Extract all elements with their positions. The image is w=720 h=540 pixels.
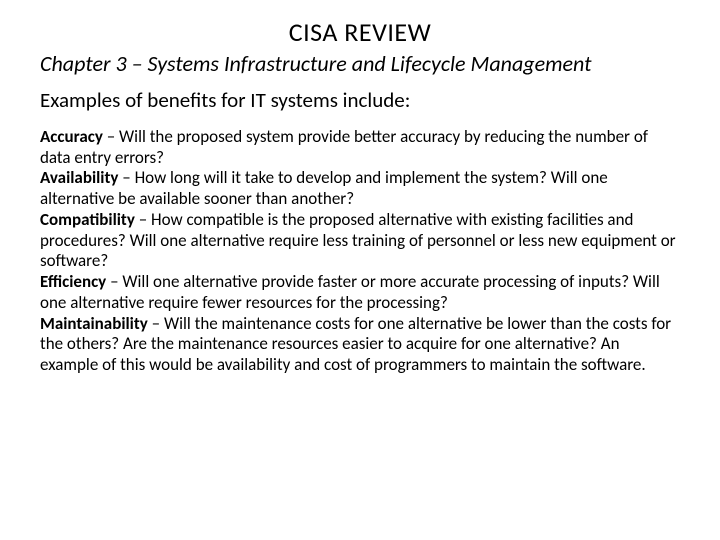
benefit-text: – How long will it take to develop and i… [40, 167, 608, 209]
benefits-body: Accuracy – Will the proposed system prov… [40, 127, 680, 376]
benefit-term: Efficiency [40, 271, 106, 292]
benefit-term: Availability [40, 167, 118, 188]
benefit-text: – Will one alternative provide faster or… [40, 271, 660, 313]
benefit-item: Efficiency – Will one alternative provid… [40, 272, 680, 313]
benefit-term: Maintainability [40, 313, 148, 334]
benefit-term: Accuracy [40, 126, 103, 147]
chapter-subtitle: Chapter 3 – Systems Infrastructure and L… [40, 50, 680, 77]
page-title: CISA REVIEW [40, 16, 680, 48]
benefit-item: Maintainability – Will the maintenance c… [40, 314, 680, 376]
benefit-item: Availability – How long will it take to … [40, 168, 680, 209]
benefit-text: – How compatible is the proposed alterna… [40, 209, 676, 271]
slide: CISA REVIEW Chapter 3 – Systems Infrastr… [0, 0, 720, 540]
benefit-text: – Will the proposed system provide bette… [40, 126, 648, 168]
benefit-item: Accuracy – Will the proposed system prov… [40, 127, 680, 168]
benefit-item: Compatibility – How compatible is the pr… [40, 210, 680, 272]
intro-text: Examples of benefits for IT systems incl… [40, 87, 680, 113]
benefit-term: Compatibility [40, 209, 135, 230]
